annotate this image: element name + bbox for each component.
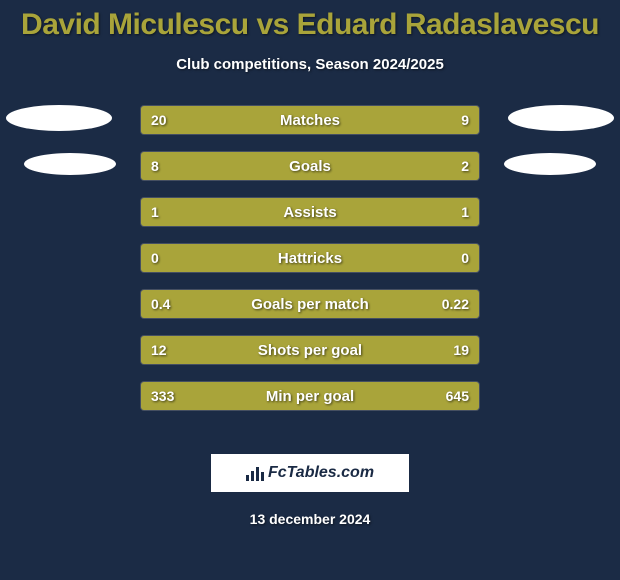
bar-fill-player2	[337, 290, 479, 318]
bar-fill-player1	[141, 198, 310, 226]
stat-row: Goals82	[140, 151, 480, 181]
bar-fill-player2	[405, 152, 479, 180]
date: 13 december 2024	[0, 511, 620, 527]
bar-fill-player2	[310, 244, 479, 272]
comparison-card: David Miculescu vs Eduard Radaslavescu C…	[0, 0, 620, 580]
bar-fill-player1	[141, 244, 310, 272]
bar-fill-player2	[371, 106, 479, 134]
stat-row: Assists11	[140, 197, 480, 227]
bar-fill-player1	[141, 106, 371, 134]
page-title: David Miculescu vs Eduard Radaslavescu	[0, 0, 620, 42]
bar-fill-player1	[141, 382, 256, 410]
player1-club-placeholder	[24, 153, 116, 175]
bar-fill-player2	[256, 382, 479, 410]
player2-avatar-placeholder	[508, 105, 614, 131]
stat-row: Shots per goal1219	[140, 335, 480, 365]
stat-row: Matches209	[140, 105, 480, 135]
player2-club-placeholder	[504, 153, 596, 175]
stat-row: Min per goal333645	[140, 381, 480, 411]
bar-fill-player1	[141, 152, 405, 180]
source-logo: FcTables.com	[210, 453, 410, 493]
stats-area: Matches209 Goals82 Assists11 Hattricks00 Goa…	[0, 105, 620, 435]
subtitle: Club competitions, Season 2024/2025	[0, 56, 620, 73]
comparison-bars: Matches209 Goals82 Assists11 Hattricks00 Goa…	[140, 105, 480, 427]
bar-fill-player2	[256, 336, 479, 364]
stat-row: Goals per match0.40.22	[140, 289, 480, 319]
stat-row: Hattricks00	[140, 243, 480, 273]
bar-fill-player2	[310, 198, 479, 226]
source-name: FcTables.com	[268, 464, 374, 482]
bar-fill-player1	[141, 336, 256, 364]
player1-avatar-placeholder	[6, 105, 112, 131]
bar-fill-player1	[141, 290, 337, 318]
chart-icon	[246, 465, 264, 481]
